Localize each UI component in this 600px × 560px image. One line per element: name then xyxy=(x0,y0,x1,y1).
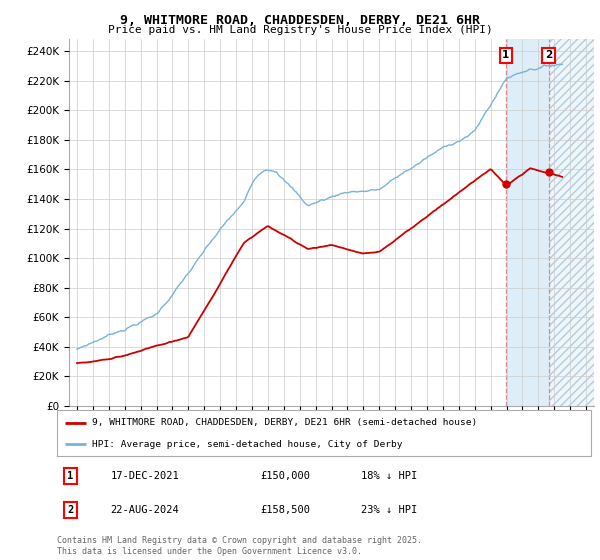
Text: 9, WHITMORE ROAD, CHADDESDEN, DERBY, DE21 6HR: 9, WHITMORE ROAD, CHADDESDEN, DERBY, DE2… xyxy=(120,14,480,27)
Bar xyxy=(506,39,548,406)
Bar xyxy=(548,39,594,406)
Text: HPI: Average price, semi-detached house, City of Derby: HPI: Average price, semi-detached house,… xyxy=(92,440,402,449)
Text: 17-DEC-2021: 17-DEC-2021 xyxy=(110,471,179,481)
Text: 2: 2 xyxy=(545,50,552,60)
Text: 18% ↓ HPI: 18% ↓ HPI xyxy=(361,471,418,481)
Text: £158,500: £158,500 xyxy=(260,505,310,515)
Text: 1: 1 xyxy=(502,50,509,60)
Text: 9, WHITMORE ROAD, CHADDESDEN, DERBY, DE21 6HR (semi-detached house): 9, WHITMORE ROAD, CHADDESDEN, DERBY, DE2… xyxy=(92,418,477,427)
Text: 1: 1 xyxy=(67,471,73,481)
Text: 23% ↓ HPI: 23% ↓ HPI xyxy=(361,505,418,515)
Text: 2: 2 xyxy=(67,505,73,515)
Text: Contains HM Land Registry data © Crown copyright and database right 2025.
This d: Contains HM Land Registry data © Crown c… xyxy=(57,536,422,556)
Text: Price paid vs. HM Land Registry's House Price Index (HPI): Price paid vs. HM Land Registry's House … xyxy=(107,25,493,35)
Text: £150,000: £150,000 xyxy=(260,471,310,481)
Bar xyxy=(548,39,594,406)
Text: 22-AUG-2024: 22-AUG-2024 xyxy=(110,505,179,515)
